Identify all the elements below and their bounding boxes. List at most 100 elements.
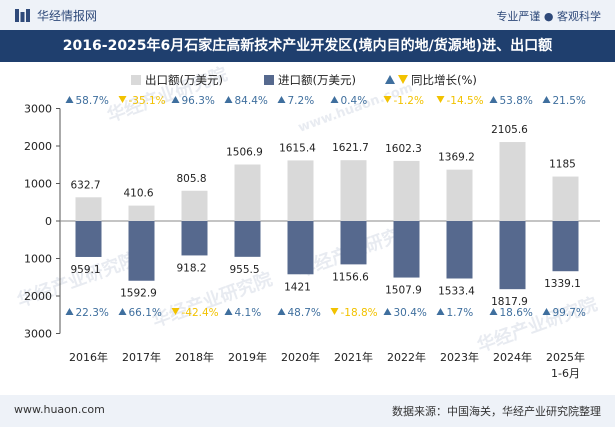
growth-up-triangle — [224, 308, 233, 315]
legend-label-growth: 同比增长(%) — [411, 73, 477, 87]
import-value-label: 1533.4 — [438, 286, 475, 298]
top-band: 华经情报网 专业严谨 ● 客观科学 — [0, 0, 615, 30]
x-category-label: 2017年 — [122, 350, 161, 364]
growth-up-triangle — [171, 96, 180, 103]
x-category-label: 2018年 — [175, 350, 214, 364]
import-bar — [446, 221, 473, 279]
growth-label: -35.1% — [129, 95, 166, 107]
growth-up-triangle — [383, 308, 392, 315]
import-bar — [75, 221, 102, 257]
growth-up-triangle — [489, 308, 498, 315]
growth-up-triangle — [489, 96, 498, 103]
import-value-label: 1817.9 — [491, 296, 528, 308]
export-value-label: 1602.3 — [385, 143, 422, 155]
export-bar — [552, 176, 579, 221]
y-tick-label: 3000 — [24, 328, 52, 341]
growth-label: -42.4% — [182, 307, 219, 319]
x-category-label: 2019年 — [228, 350, 267, 364]
brand-logo-icon — [15, 8, 30, 22]
growth-label: 66.1% — [129, 307, 162, 319]
growth-down-triangle — [118, 96, 127, 103]
import-value-label: 1507.9 — [385, 285, 422, 297]
import-bar — [234, 221, 261, 257]
growth-label: -14.5% — [447, 95, 484, 107]
import-value-label: 1592.9 — [120, 288, 157, 300]
growth-label: 0.4% — [341, 95, 368, 107]
import-value-label: 959.1 — [70, 264, 100, 276]
growth-up-triangle — [118, 308, 127, 315]
y-tick-label: 1000 — [24, 178, 52, 191]
import-bar — [393, 221, 420, 278]
growth-up-triangle — [542, 96, 551, 103]
chart-title: 2016-2025年6月石家庄高新技术产业开发区(境内目的地/货源地)进、出口额 — [62, 38, 553, 54]
export-bar — [499, 142, 526, 221]
growth-label: 53.8% — [500, 95, 533, 107]
watermark-url: www.huaon.com — [296, 80, 415, 135]
x-category-label: 2023年 — [440, 350, 479, 364]
y-tick-label: 1000 — [24, 253, 52, 266]
growth-up-triangle — [436, 308, 445, 315]
export-bar — [75, 197, 102, 221]
growth-label: 84.4% — [235, 95, 268, 107]
legend-down-triangle — [398, 75, 408, 84]
legend-up-triangle — [385, 75, 395, 84]
growth-label: -18.8% — [341, 307, 378, 319]
y-tick-label: 2000 — [24, 140, 52, 153]
watermark-text: 华经产业研究院 — [149, 268, 275, 332]
growth-up-triangle — [224, 96, 233, 103]
growth-up-triangle — [65, 96, 74, 103]
y-tick-label: 3000 — [24, 103, 52, 116]
brand-name: 华经情报网 — [37, 8, 98, 23]
growth-label: 30.4% — [394, 307, 427, 319]
export-value-label: 410.6 — [123, 188, 153, 200]
export-bar — [287, 160, 314, 221]
growth-label: 18.6% — [500, 307, 533, 319]
import-value-label: 1156.6 — [332, 271, 369, 283]
export-value-label: 1506.9 — [226, 146, 263, 158]
export-bar — [234, 164, 261, 221]
export-value-label: 1615.4 — [279, 142, 316, 154]
legend-label-import: 进口额(万美元) — [278, 73, 356, 87]
y-tick-label: 0 — [45, 215, 52, 228]
growth-up-triangle — [542, 308, 551, 315]
growth-down-triangle — [330, 308, 339, 315]
export-bar — [181, 190, 208, 221]
growth-up-triangle — [277, 96, 286, 103]
import-bar — [287, 221, 314, 275]
growth-label: 4.1% — [235, 307, 262, 319]
import-bar — [128, 221, 155, 281]
export-value-label: 805.8 — [176, 173, 206, 185]
x-category-label: 2021年 — [334, 350, 373, 364]
import-value-label: 918.2 — [176, 262, 206, 274]
x-category-label: 1-6月 — [551, 367, 580, 380]
growth-label: -1.2% — [394, 95, 424, 107]
chart: 华经产业研究院华经产业研究院华经产业研究院华经产业研究院华经产业研究院www.h… — [14, 63, 600, 380]
import-bar — [340, 221, 367, 265]
import-bar — [552, 221, 579, 272]
import-value-label: 1421 — [284, 281, 311, 293]
growth-label: 58.7% — [76, 95, 109, 107]
growth-down-triangle — [383, 96, 392, 103]
brand: 华经情报网 — [14, 6, 97, 24]
export-bar — [446, 169, 473, 221]
x-category-label: 2022年 — [387, 350, 426, 364]
growth-label: 99.7% — [553, 307, 586, 319]
growth-label: 96.3% — [182, 95, 215, 107]
legend-swatch-export — [131, 75, 141, 85]
import-value-label: 955.5 — [229, 264, 259, 276]
growth-down-triangle — [436, 96, 445, 103]
import-value-label: 1339.1 — [544, 278, 581, 290]
export-bar — [393, 160, 420, 221]
export-value-label: 2105.6 — [491, 124, 528, 136]
x-category-label: 2025年 — [546, 350, 585, 364]
growth-label: 21.5% — [553, 95, 586, 107]
export-bar — [340, 160, 367, 221]
import-bar — [181, 221, 208, 256]
footer-band: www.huaon.com 数据来源：中国海关，华经产业研究院整理 — [0, 395, 615, 427]
growth-up-triangle — [330, 96, 339, 103]
growth-up-triangle — [65, 308, 74, 315]
export-value-label: 1621.7 — [332, 142, 369, 154]
x-category-label: 2020年 — [281, 350, 320, 364]
growth-label: 1.7% — [447, 307, 474, 319]
export-value-label: 632.7 — [70, 179, 100, 191]
